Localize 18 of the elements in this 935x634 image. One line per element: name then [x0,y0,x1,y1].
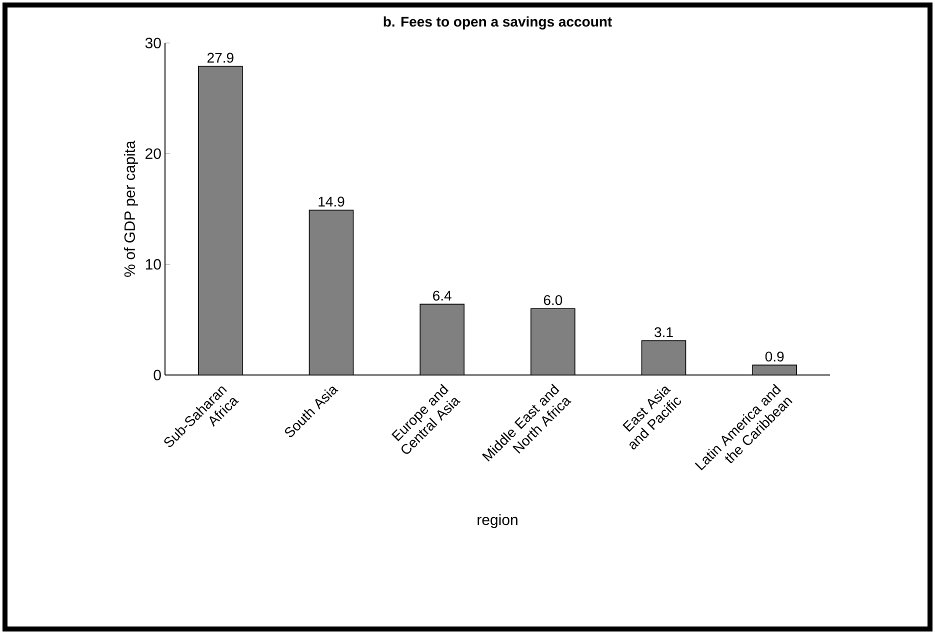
data-label: 27.9 [207,52,234,63]
chart-title: b. Fees to open a savings account [384,16,612,30]
y-axis-title: % of GDP per capita [124,140,138,277]
y-tick-label: 20 [146,148,161,159]
data-label: 0.9 [765,352,784,362]
bar [641,340,686,375]
bar [198,66,243,375]
bar [308,210,354,375]
y-tick-label: 10 [146,259,161,270]
bar [420,304,464,375]
data-label: 14.9 [318,196,344,207]
y-tick-label: 30 [145,38,161,48]
data-label: 6.4 [433,290,452,301]
x-axis-title: region [478,514,518,528]
data-label: 6.0 [544,295,562,306]
bar [530,308,576,375]
data-label: 3.1 [654,327,673,338]
y-tick-label: 0 [154,370,161,380]
